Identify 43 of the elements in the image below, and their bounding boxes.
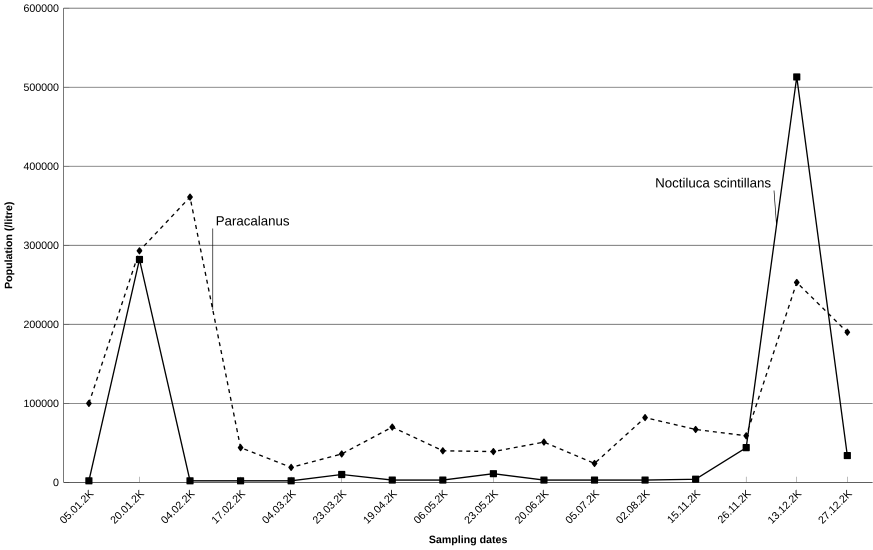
y-tick-label: 400000 [24,162,58,170]
point [440,447,446,454]
point [541,438,547,446]
point [844,452,851,460]
point [793,73,800,81]
point [85,477,92,485]
point [641,476,649,484]
point [692,426,698,434]
point [186,477,194,485]
point [288,477,295,485]
point [742,444,750,452]
point [288,464,294,472]
point [743,432,750,440]
point [439,476,446,484]
point [794,278,800,286]
y-tick-label: 500000 [24,84,58,92]
y-tick-label: 100000 [24,400,58,408]
y-tick-label: 0 [53,478,59,486]
y-tick-label: 600000 [24,4,58,12]
point [590,476,598,484]
point [540,476,548,484]
y-tick-label: 300000 [24,242,58,250]
point [86,400,92,408]
point [338,471,346,478]
point [187,194,193,201]
point [136,247,142,255]
point [338,450,345,458]
point [389,424,396,431]
point [490,448,496,456]
point [238,444,244,452]
point [592,460,598,468]
y-tick-label: 200000 [24,320,58,328]
x-axis-title: Sampling dates [429,536,507,546]
point [236,477,244,485]
y-axis-title: Population (/litre) [4,202,14,288]
series-label: Paracalanus [216,216,290,226]
point [642,414,648,422]
point [136,256,144,264]
point [844,328,850,336]
point [692,476,700,483]
point [388,476,396,484]
series-label: Noctiluca scintillans [656,178,771,188]
point [490,470,497,478]
